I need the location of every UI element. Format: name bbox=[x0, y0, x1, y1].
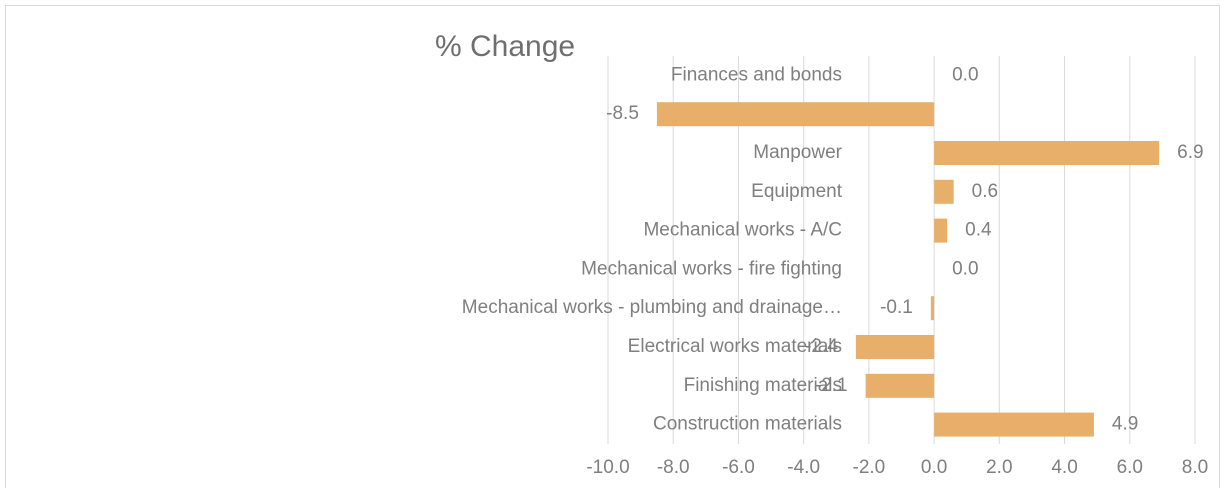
x-tick-label: -2.0 bbox=[853, 457, 886, 478]
bar bbox=[934, 141, 1160, 165]
bar bbox=[930, 296, 935, 321]
x-tick-label: 2.0 bbox=[986, 457, 1012, 478]
x-tick-label: 6.0 bbox=[1117, 457, 1143, 478]
y-tick-label: Mechanical works - fire fighting bbox=[581, 258, 842, 279]
x-tick-label: -4.0 bbox=[787, 457, 820, 478]
x-tick-label: -6.0 bbox=[722, 457, 755, 478]
bar bbox=[656, 102, 935, 127]
value-label: 6.9 bbox=[1177, 142, 1203, 163]
bar bbox=[865, 373, 935, 398]
value-label: 0.4 bbox=[965, 220, 992, 241]
y-tick-label: Electrical works materials bbox=[628, 336, 842, 357]
value-label: -2.4 bbox=[805, 336, 838, 357]
bar bbox=[934, 179, 954, 204]
y-tick-label: Mechanical works - plumbing and drainage… bbox=[462, 297, 842, 318]
value-label: -2.1 bbox=[815, 375, 848, 396]
y-tick-label: Finances and bonds bbox=[671, 64, 842, 85]
x-tick-label: -8.0 bbox=[657, 457, 690, 478]
bar bbox=[934, 218, 948, 243]
value-label: -0.1 bbox=[880, 297, 913, 318]
y-tick-label: Finishing materials bbox=[684, 375, 842, 396]
x-tick-label: -10.0 bbox=[586, 457, 629, 478]
chart-title: % Change bbox=[435, 30, 575, 63]
bar bbox=[855, 335, 935, 359]
x-tick-label: 0.0 bbox=[921, 457, 947, 478]
x-tick-label: 4.0 bbox=[1051, 457, 1077, 478]
chart-border bbox=[5, 5, 1220, 493]
y-tick-label: Mechanical works - A/C bbox=[643, 220, 842, 241]
x-tick-label: 8.0 bbox=[1182, 457, 1208, 478]
value-label: 4.9 bbox=[1112, 414, 1138, 435]
value-label: -8.5 bbox=[606, 103, 639, 124]
value-label: 0.6 bbox=[972, 181, 998, 202]
value-label: 0.0 bbox=[952, 258, 978, 279]
value-label: 0.0 bbox=[952, 64, 978, 85]
y-tick-label: Manpower bbox=[753, 142, 842, 163]
bar bbox=[934, 412, 1094, 437]
y-tick-label: Equipment bbox=[751, 181, 843, 202]
y-tick-label: Construction materials bbox=[653, 414, 842, 435]
